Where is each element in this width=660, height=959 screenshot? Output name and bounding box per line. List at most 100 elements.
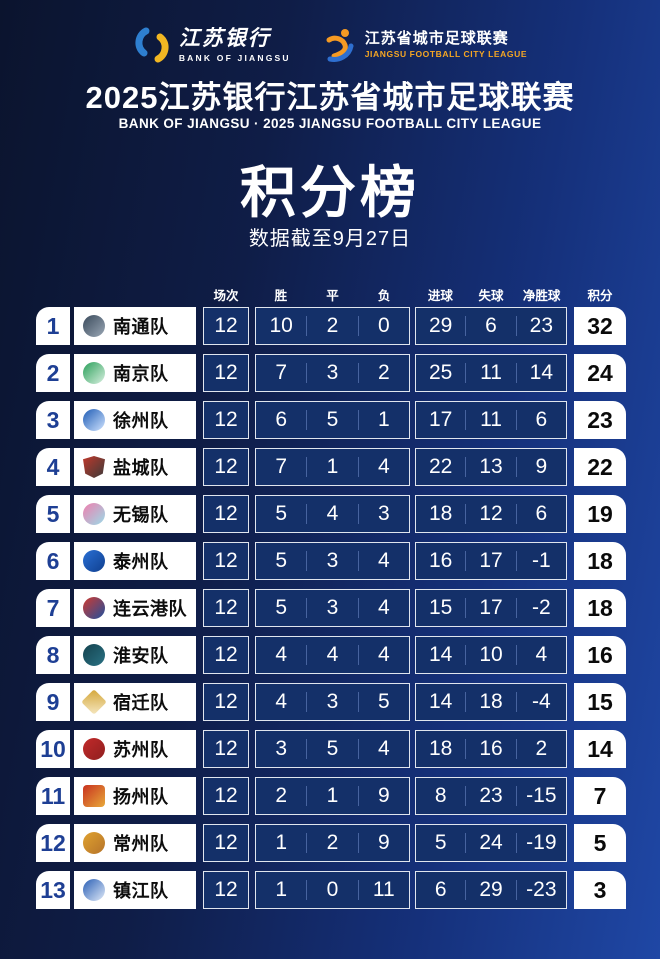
team-name: 南通队 (113, 317, 169, 337)
goals-group: 17 11 6 (415, 401, 567, 439)
goals-group: 18 12 6 (415, 495, 567, 533)
wdl-group: 7 3 2 (255, 354, 410, 392)
cell-divider (515, 316, 517, 336)
goals-for-cell: 18 (428, 502, 453, 525)
wdl-group: 5 3 4 (255, 542, 410, 580)
cell-divider (357, 739, 359, 759)
rank-badge: 12 (36, 824, 70, 862)
goal-diff-cell: 14 (529, 361, 553, 384)
goals-against-cell: 11 (480, 408, 502, 431)
team-cell: 常州队 (74, 824, 196, 862)
header-logos: 江苏银行 BANK OF JIANGSU 江苏省城市足球联赛 JIANGSU F… (0, 26, 660, 64)
header-col: 胜 (274, 289, 288, 303)
rank-badge: 11 (36, 777, 70, 815)
goals-against-cell: 12 (479, 502, 503, 525)
team-logo (81, 689, 107, 715)
cell-divider (515, 739, 517, 759)
goals-for-cell: 14 (428, 643, 453, 666)
played-cell: 12 (203, 448, 249, 486)
goals-group: 15 17 -2 (415, 589, 567, 627)
cell-divider (306, 504, 308, 524)
cell-divider (515, 504, 517, 524)
team-logo (83, 315, 105, 337)
cell-divider (357, 457, 359, 477)
team-name: 连云港队 (113, 599, 187, 619)
rank-badge: 6 (36, 542, 70, 580)
losses-cell: 4 (377, 643, 390, 666)
bank-logo: 江苏银行 BANK OF JIANGSU (133, 26, 291, 64)
cell-divider (306, 880, 308, 900)
team-name: 常州队 (113, 834, 169, 854)
goals-against-cell: 24 (479, 831, 503, 854)
column-headers: 场次 胜 平 负 进球 失球 净胜球 积分 (36, 285, 628, 303)
cell-divider (357, 504, 359, 524)
cell-divider (357, 410, 359, 430)
team-logo (83, 832, 105, 854)
table-row: 1 南通队 12 10 2 0 29 6 23 32 (36, 307, 628, 345)
goals-for-cell: 15 (428, 596, 453, 619)
goals-for-cell: 22 (428, 455, 453, 478)
data-cutoff-note: 数据截至9月27日 (248, 228, 412, 250)
standings-table-body: 1 南通队 12 10 2 0 29 6 23 32 2 南京队 12 7 3 2 25 11 14 24 3 徐州队 12… (36, 307, 628, 909)
team-cell: 扬州队 (74, 777, 196, 815)
rank-badge: 10 (36, 730, 70, 768)
goals-group: 8 23 -15 (415, 777, 567, 815)
cell-divider (306, 598, 308, 618)
team-logo (83, 785, 105, 807)
wins-cell: 5 (275, 596, 287, 619)
goals-for-cell: 17 (428, 408, 453, 431)
wdl-group: 1 0 11 (255, 871, 410, 909)
played-cell: 12 (203, 683, 249, 721)
cell-divider (465, 551, 467, 571)
goal-diff-cell: 2 (535, 737, 548, 760)
cell-divider (515, 786, 517, 806)
draws-cell: 1 (326, 784, 339, 807)
team-cell: 苏州队 (74, 730, 196, 768)
draws-cell: 5 (326, 737, 339, 760)
points-badge: 19 (574, 495, 626, 533)
played-cell: 12 (203, 354, 249, 392)
points-badge: 14 (574, 730, 626, 768)
wdl-group: 7 1 4 (255, 448, 410, 486)
cell-divider (465, 739, 467, 759)
wdl-group: 6 5 1 (255, 401, 410, 439)
goals-for-cell: 6 (434, 878, 447, 901)
wins-cell: 4 (275, 643, 287, 666)
team-cell: 无锡队 (74, 495, 196, 533)
table-row: 4 盐城队 12 7 1 4 22 13 9 22 (36, 448, 628, 486)
team-name: 苏州队 (113, 740, 169, 760)
losses-cell: 4 (377, 737, 390, 760)
goals-group: 25 11 14 (415, 354, 567, 392)
goal-diff-cell: -15 (526, 784, 557, 807)
goals-for-cell: 25 (428, 361, 453, 384)
rank-badge: 8 (36, 636, 70, 674)
wins-cell: 6 (275, 408, 287, 431)
cell-divider (306, 551, 308, 571)
header-played: 场次 (213, 289, 239, 303)
goals-for-cell: 5 (434, 831, 447, 854)
header-goals-group: 进球 失球 净胜球 (415, 285, 567, 303)
bank-of-jiangsu-icon (135, 27, 169, 63)
cell-divider (465, 410, 467, 430)
team-name: 镇江队 (113, 881, 169, 901)
goal-diff-cell: 6 (535, 408, 548, 431)
section-title: 积分榜 (240, 161, 420, 224)
wdl-group: 5 3 4 (255, 589, 410, 627)
cell-divider (465, 363, 467, 383)
cell-divider (515, 410, 517, 430)
cell-divider (515, 692, 517, 712)
losses-cell: 11 (372, 878, 395, 901)
cell-divider (357, 363, 359, 383)
draws-cell: 2 (326, 314, 339, 337)
goals-group: 16 17 -1 (415, 542, 567, 580)
bank-logo-en: BANK OF JIANGSU (178, 52, 291, 63)
goals-for-cell: 16 (428, 549, 453, 572)
cell-divider (465, 598, 467, 618)
team-logo (83, 503, 105, 525)
points-badge: 5 (574, 824, 626, 862)
points-badge: 22 (574, 448, 626, 486)
rank-badge: 5 (36, 495, 70, 533)
team-logo (83, 879, 105, 901)
goals-group: 22 13 9 (415, 448, 567, 486)
team-name: 扬州队 (113, 787, 169, 807)
